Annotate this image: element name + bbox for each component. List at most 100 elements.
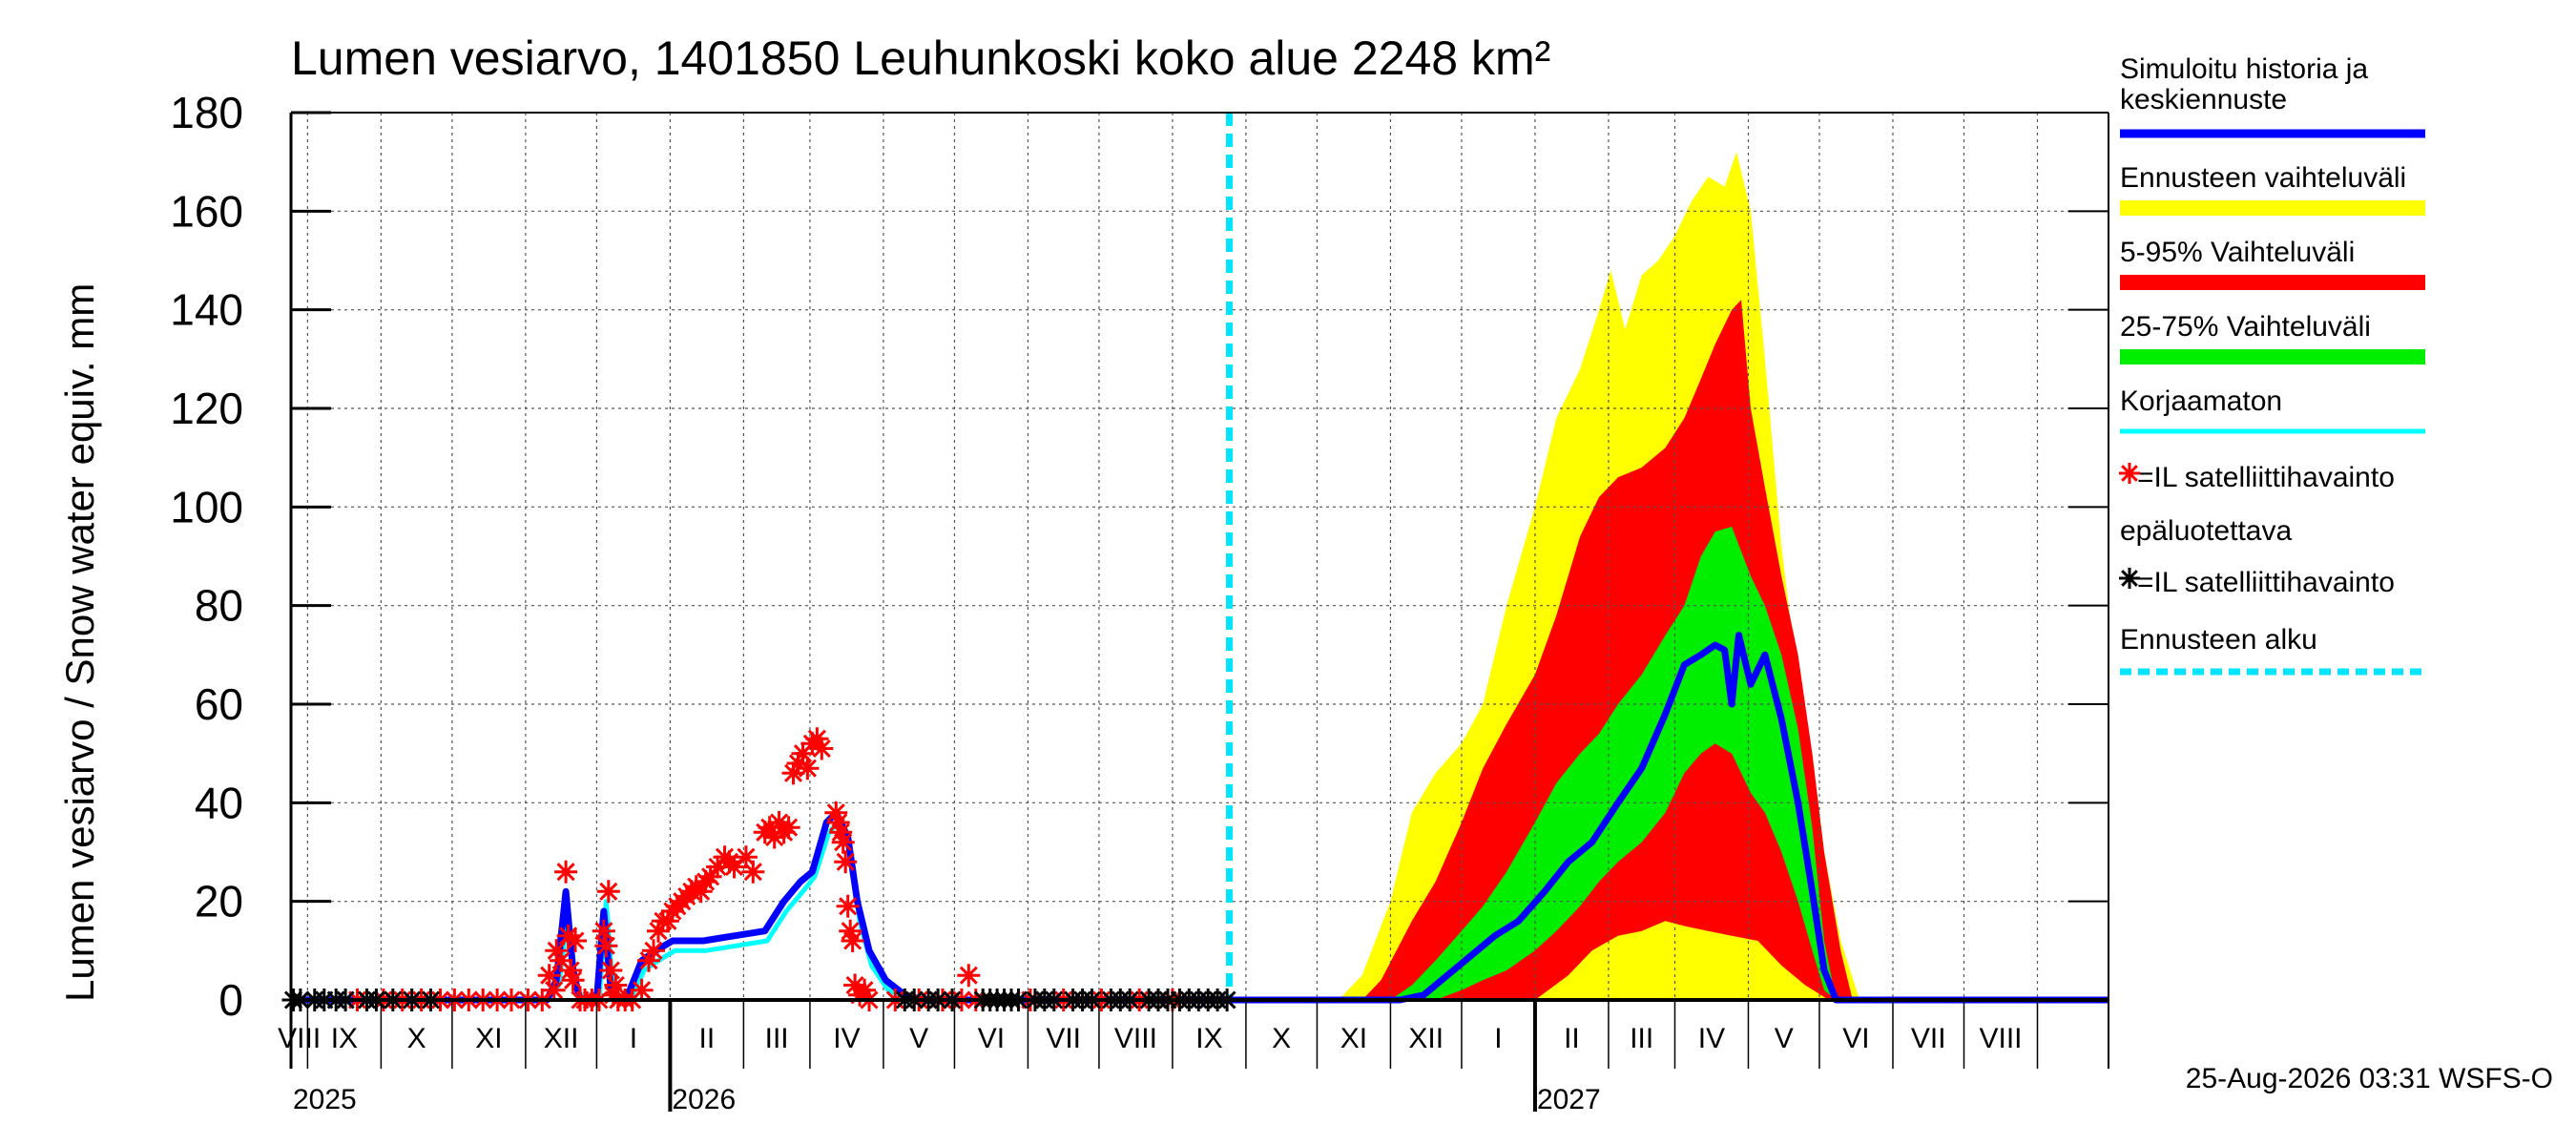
obs-unreliable-marker (767, 811, 791, 834)
obs-unreliable-marker (791, 741, 815, 765)
obs-unreliable-marker (561, 968, 585, 992)
obs-unreliable-marker (550, 948, 573, 972)
month-label: I (1494, 1023, 1502, 1054)
obs-unreliable-marker (796, 757, 820, 781)
obs-unreliable-marker (831, 830, 855, 854)
obs-unreliable-marker (834, 850, 858, 874)
month-label: XI (475, 1023, 502, 1054)
series-lines (291, 113, 2109, 1004)
month-label: V (1775, 1023, 1794, 1054)
month-label: VII (1911, 1023, 1946, 1054)
legend-label: 5-95% Vaihteluväli (2120, 237, 2355, 268)
legend-label: =IL satelliittihavainto (2137, 567, 2395, 598)
forecast-bands (1338, 152, 1860, 1001)
obs-unreliable-marker (758, 816, 781, 840)
legend-label: epäluotettava (2120, 515, 2292, 547)
y-tick-label: 100 (170, 482, 243, 531)
legend-swatch (2120, 349, 2425, 364)
legend-label: 25-75% Vaihteluväli (2120, 311, 2371, 343)
obs-unreliable-marker (637, 948, 660, 972)
obs-unreliable-marker (594, 934, 618, 958)
month-label: I (630, 1023, 637, 1054)
legend-star-icon (2119, 463, 2140, 484)
y-tick-label: 60 (195, 679, 243, 729)
obs-unreliable-marker (762, 825, 786, 849)
y-tick-label: 120 (170, 384, 243, 433)
legend-label: Ennusteen vaihteluväli (2120, 162, 2406, 194)
obs-unreliable-marker (841, 929, 864, 952)
month-label: III (1630, 1023, 1653, 1054)
obs-unreliable-marker (853, 978, 877, 1002)
obs-unreliable-marker (829, 821, 853, 844)
obs-unreliable-marker (556, 924, 580, 947)
y-tick-label: 160 (170, 186, 243, 236)
month-label: VI (1842, 1023, 1869, 1054)
uncorrected-line (291, 820, 1230, 1003)
month-label: XII (1408, 1023, 1444, 1054)
legend-label: Ennusteen alku (2120, 624, 2317, 656)
obs-unreliable-marker (698, 864, 722, 888)
legend-label: keskiennuste (2120, 84, 2287, 115)
legend-label: =IL satelliittihavainto (2137, 462, 2395, 493)
observation-markers (281, 727, 1239, 1011)
month-label: XII (544, 1023, 579, 1054)
y-tick-label: 20 (195, 877, 243, 926)
obs-unreliable-marker (706, 855, 730, 879)
year-label: 2027 (1537, 1084, 1601, 1115)
y-tick-label: 80 (195, 581, 243, 631)
legend-swatch (2120, 200, 2425, 216)
obs-unreliable-marker (545, 939, 569, 963)
obs-unreliable-marker (957, 964, 981, 988)
obs-unreliable-marker (722, 855, 746, 879)
y-tick-label: 180 (170, 88, 243, 137)
obs-unreliable-marker (805, 727, 829, 751)
month-label: X (1272, 1023, 1291, 1054)
obs-unreliable-marker (777, 816, 800, 840)
obs-unreliable-marker (741, 860, 765, 884)
obs-unreliable-marker (537, 964, 561, 988)
obs-unreliable-marker (843, 973, 867, 997)
band-5-95 (1361, 300, 1853, 1000)
obs-unreliable-marker (564, 929, 587, 952)
month-label: X (407, 1023, 426, 1054)
obs-unreliable-marker (824, 801, 848, 824)
month-label: VIII (278, 1023, 321, 1054)
band-25-75 (1390, 527, 1837, 1000)
obs-unreliable-marker (642, 939, 665, 963)
legend-label: Korjaamaton (2120, 385, 2282, 417)
month-label: IX (1195, 1023, 1222, 1054)
obs-unreliable-marker (554, 860, 578, 884)
month-label: V (909, 1023, 928, 1054)
grid-lines (291, 113, 2109, 1000)
month-label: VII (1046, 1023, 1081, 1054)
obs-unreliable-marker (599, 959, 623, 982)
obs-unreliable-marker (647, 919, 670, 943)
chart-title: Lumen vesiarvo, 1401850 Leuhunkoski koko… (291, 31, 1550, 85)
obs-unreliable-marker (781, 761, 805, 785)
obs-unreliable-marker (734, 845, 758, 869)
obs-unreliable-marker (826, 811, 850, 834)
month-label: IV (1698, 1023, 1725, 1054)
month-label: XI (1340, 1023, 1367, 1054)
obs-unreliable-marker (839, 919, 862, 943)
year-label: 2026 (672, 1084, 736, 1115)
y-axis-label: Lumen vesiarvo / Snow water equiv. mm (57, 283, 102, 1002)
obs-unreliable-marker (786, 752, 810, 775)
footer-timestamp: 25-Aug-2026 03:31 WSFS-O (2186, 1063, 2553, 1094)
obs-unreliable-marker (604, 973, 628, 997)
month-label: VIII (1979, 1023, 2022, 1054)
month-label: IX (331, 1023, 358, 1054)
y-tick-label: 40 (195, 778, 243, 827)
obs-unreliable-marker (559, 959, 583, 982)
y-tick-label: 140 (170, 285, 243, 335)
month-label: VIII (1114, 1023, 1157, 1054)
obs-unreliable-marker (630, 978, 654, 1002)
obs-unreliable-marker (689, 880, 713, 904)
month-label: VI (978, 1023, 1005, 1054)
month-label: II (699, 1023, 716, 1054)
plot-frame (289, 112, 2109, 1069)
month-label: III (765, 1023, 789, 1054)
